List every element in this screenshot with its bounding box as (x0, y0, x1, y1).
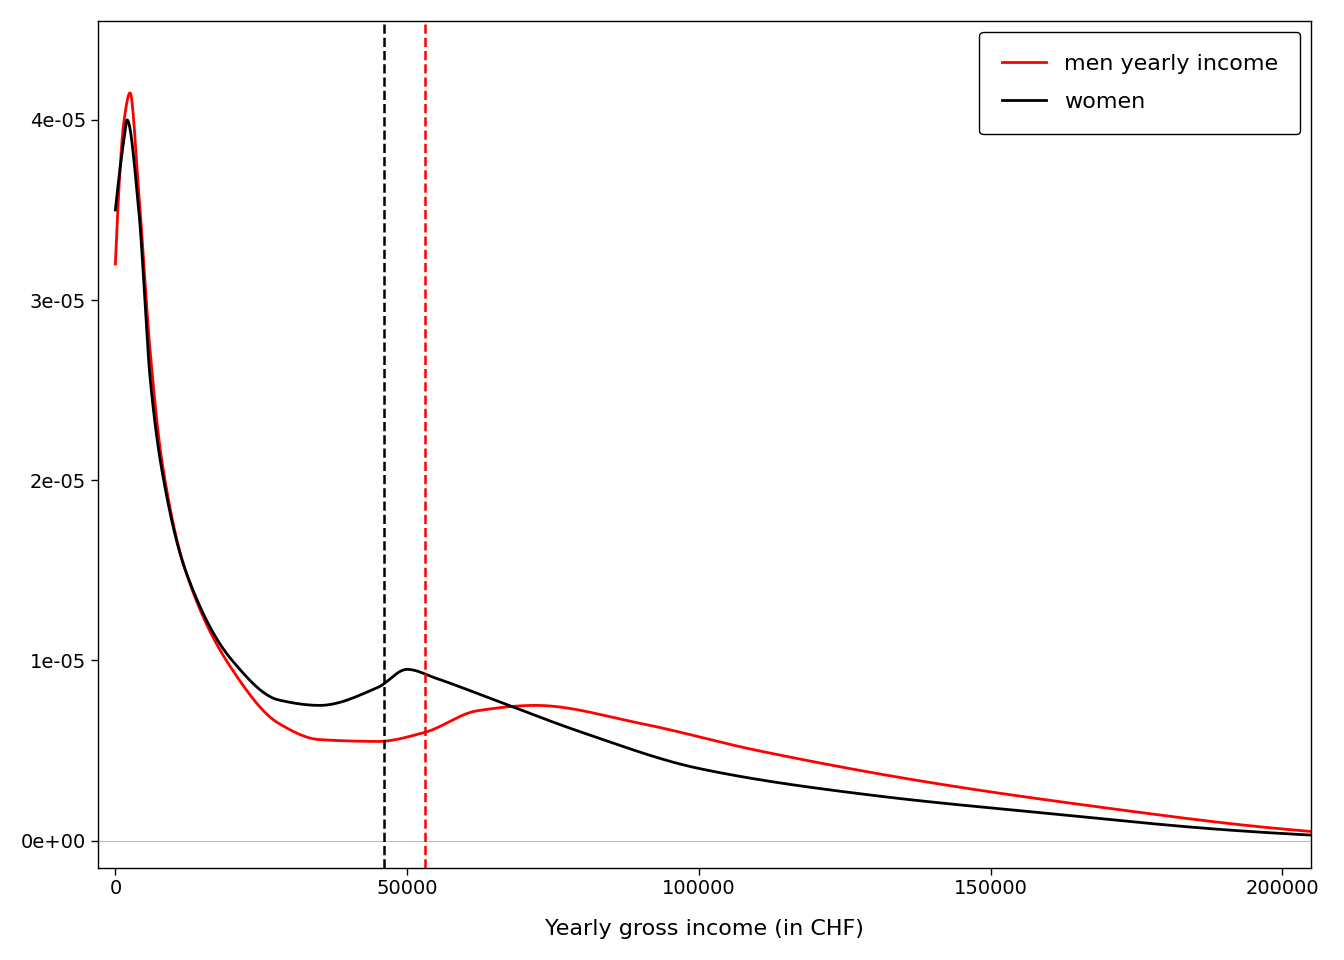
men yearly income (1304, 826, 1320, 837)
women (325, 698, 341, 709)
men yearly income (886, 771, 902, 782)
men yearly income (325, 734, 341, 746)
men yearly income (108, 258, 124, 270)
Line: women: women (116, 120, 1312, 835)
men yearly income (1091, 802, 1107, 813)
men yearly income (122, 87, 138, 99)
women (886, 792, 902, 804)
women (108, 204, 124, 216)
women (1091, 813, 1107, 825)
women (825, 784, 841, 796)
Line: men yearly income: men yearly income (116, 93, 1312, 831)
women (120, 114, 136, 126)
Legend: men yearly income, women: men yearly income, women (980, 32, 1300, 134)
women (1000, 804, 1016, 815)
X-axis label: Yearly gross income (in CHF): Yearly gross income (in CHF) (546, 919, 864, 939)
women (1304, 829, 1320, 841)
men yearly income (564, 703, 581, 714)
men yearly income (825, 759, 841, 771)
men yearly income (1000, 789, 1016, 801)
women (564, 724, 581, 735)
